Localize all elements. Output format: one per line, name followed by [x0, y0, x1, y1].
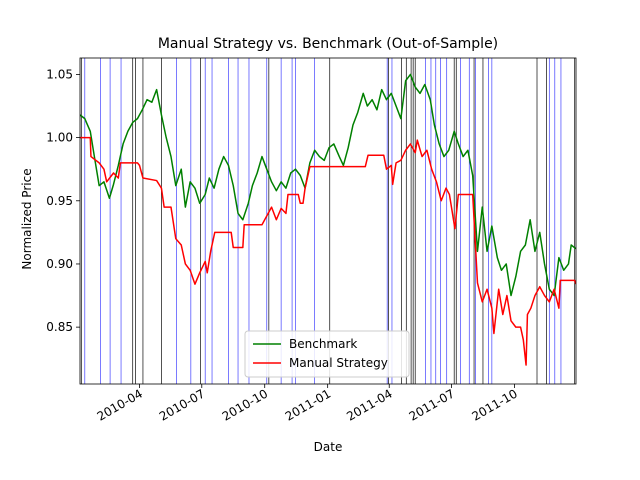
chart-title: Manual Strategy vs. Benchmark (Out-of-Sa… [158, 36, 498, 52]
legend-label: Manual Strategy [289, 356, 388, 370]
y-tick-label: 0.95 [46, 194, 73, 208]
series-line-manual-strategy [80, 136, 576, 366]
legend-box [244, 330, 410, 378]
y-axis-label: Normalized Price [20, 168, 34, 269]
y-tick-label: 0.90 [46, 257, 73, 271]
y-tick-label: 0.85 [46, 320, 73, 334]
plot-contents [80, 58, 576, 384]
series-line-benchmark [80, 73, 576, 297]
legend-label: Benchmark [289, 337, 357, 351]
plot-area [80, 58, 576, 384]
y-tick-label: 1.05 [46, 67, 73, 81]
y-tick-label: 1.00 [46, 131, 73, 145]
x-axis-label: Date [314, 440, 343, 454]
legend: Benchmark Manual Strategy [244, 330, 410, 378]
